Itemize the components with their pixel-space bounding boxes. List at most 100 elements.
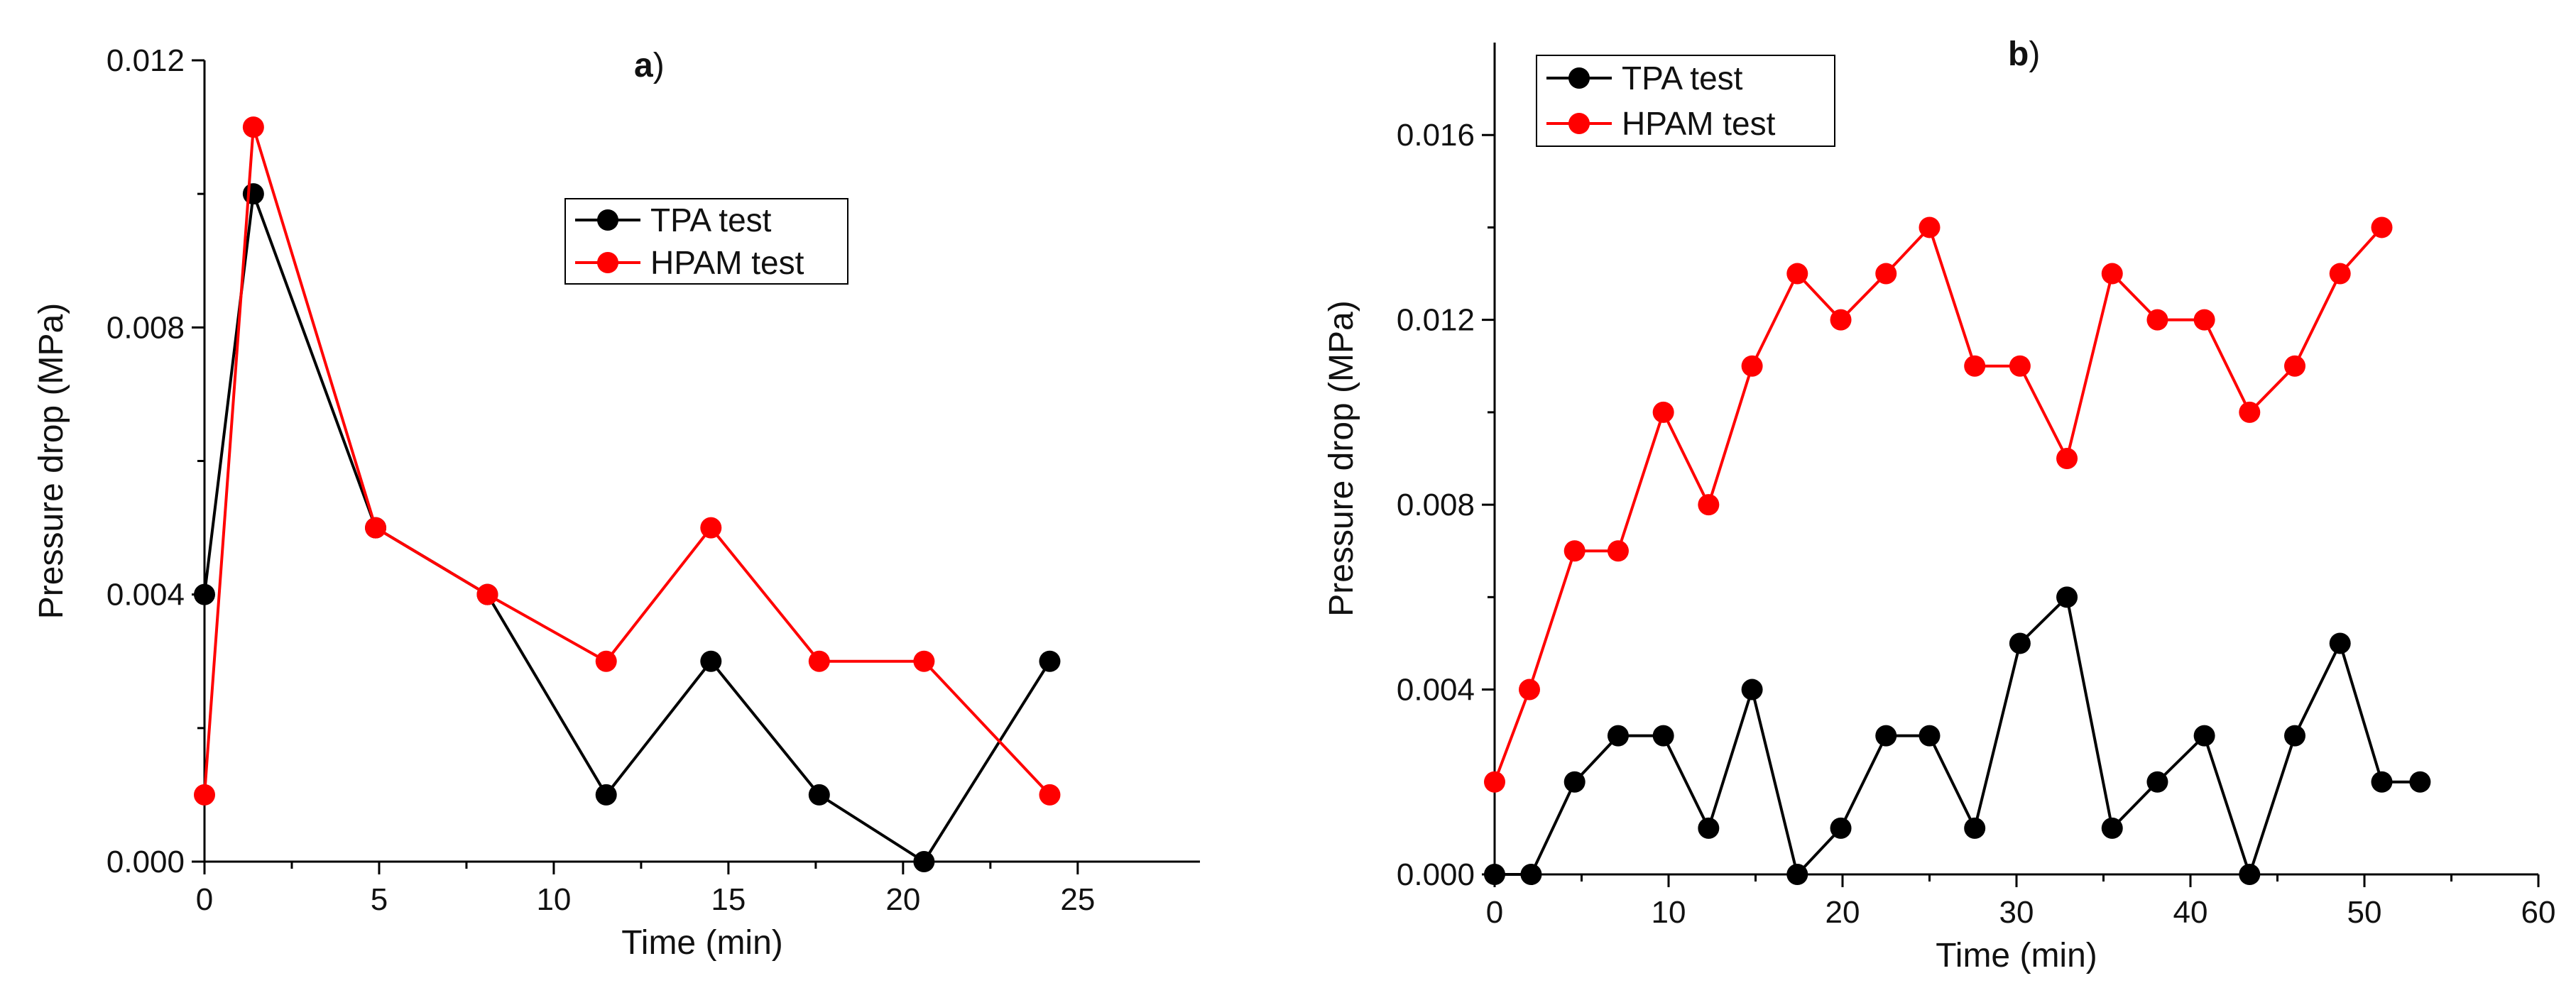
panel-a-series-hpam-point <box>1039 784 1061 806</box>
panel-a-x-tick-label: 0 <box>196 882 213 917</box>
panel-b-series-tpa-point <box>2056 586 2078 608</box>
panel-b-series-tpa-point <box>1607 725 1629 747</box>
panel-a-series-tpa-point <box>242 183 264 205</box>
panel-b-series-tpa-point <box>1484 864 1505 885</box>
panel-a-y-tick-label: 0.000 <box>107 845 185 879</box>
panel-b-series-hpam-point <box>1484 771 1505 793</box>
panel-a-series-tpa-point <box>1039 650 1061 672</box>
panel-b-series-hpam-point <box>1652 401 1674 423</box>
panel-b-series-tpa-point <box>2371 771 2393 793</box>
panel-a-y-tick-label: 0.008 <box>107 310 185 345</box>
panel-b-series-tpa-point <box>1964 817 1986 839</box>
panel-b-series-tpa-point <box>2329 632 2351 654</box>
panel-a-x-tick-label: 15 <box>711 882 746 917</box>
panel-b-series-tpa-point <box>1520 864 1542 885</box>
panel-a-series-tpa-point <box>808 784 830 806</box>
panel-b-series-hpam-point <box>1875 263 1897 285</box>
panel-a-title: a) <box>634 47 665 84</box>
panel-a-x-tick-label: 10 <box>536 882 571 917</box>
panel-a-series-hpam-point <box>194 784 215 806</box>
panel-b-x-tick-label: 60 <box>2521 895 2556 930</box>
panel-b-series-hpam-point <box>1919 216 1941 238</box>
panel-b-title: b) <box>2008 35 2040 73</box>
panel-b-series-hpam-point <box>2101 263 2123 285</box>
panel-b-series-tpa <box>1484 586 2431 885</box>
panel-a-series-tpa-point <box>194 583 215 605</box>
panel-b-y-tick-label: 0.004 <box>1397 673 1475 708</box>
panel-b-legend-label-hpam: HPAM test <box>1622 105 1776 142</box>
panel-b-x-tick-label: 10 <box>1652 895 1686 930</box>
panel-a-series-tpa-point <box>700 650 722 672</box>
panel-a-series-hpam-point <box>365 517 387 539</box>
panel-b-series-hpam-point <box>2056 448 2078 469</box>
panel-a-x-tick-label: 5 <box>371 882 388 917</box>
panel-b-series-hpam-point <box>2284 355 2305 377</box>
panel-b-legend-marker-tpa <box>1568 67 1590 89</box>
panel-a-series-tpa <box>194 183 1061 872</box>
panel-b-series-tpa-point <box>1741 679 1763 701</box>
panel-b-y-tick-label: 0.000 <box>1397 857 1475 892</box>
panel-b-series-tpa-point <box>2239 864 2261 885</box>
panel-b-series-hpam-point <box>2009 355 2031 377</box>
panel-b-series-tpa-point <box>2101 817 2123 839</box>
panel-b-series-tpa-line <box>1495 594 2421 879</box>
panel-a-series-hpam-point <box>913 650 935 672</box>
panel-b-y-tick-label: 0.016 <box>1397 118 1475 153</box>
panel-b-series-hpam-line <box>1493 224 2383 783</box>
panel-a-series-hpam-point <box>242 116 264 138</box>
panel-a-legend-marker-hpam <box>597 252 618 273</box>
panel-b-x-tick-label: 20 <box>1825 895 1860 930</box>
panel-a-series-tpa-point <box>595 784 617 806</box>
panel-a-legend-marker-tpa <box>597 209 618 231</box>
panel-b-y-tick-label: 0.008 <box>1397 488 1475 522</box>
panel-a-series-hpam <box>194 116 1061 806</box>
panel-b-legend: TPA test HPAM test <box>1536 55 1835 147</box>
panel-a-x-tick-label: 25 <box>1060 882 1095 917</box>
panel-b-series-hpam-point <box>2193 309 2215 331</box>
panel-b-series-hpam-point <box>1519 679 1540 701</box>
panel-b-series-tpa-point <box>1563 771 1586 793</box>
panel-b-series-hpam-point <box>2146 309 2168 331</box>
panel-b-series-hpam-point <box>1698 494 1720 516</box>
panel-b-series-hpam <box>1484 216 2393 793</box>
panel-b-series-tpa-point <box>2009 632 2031 654</box>
panel-a-legend: TPA test HPAM test <box>564 198 848 285</box>
panel-b-x-tick-label: 30 <box>1999 895 2034 930</box>
panel-a-series-hpam-point <box>476 583 498 605</box>
panel-a-y-tick-label: 0.004 <box>107 578 185 613</box>
panel-b-series-hpam-point <box>1741 355 1763 377</box>
panel-b-series-tpa-point <box>2284 725 2305 747</box>
panel-b-series-hpam-point <box>1786 263 1808 285</box>
panel-b-series-hpam-point <box>2239 401 2261 423</box>
panel-b-title-paren: ) <box>2029 35 2040 73</box>
panel-a-series-tpa-line <box>203 193 1052 864</box>
panel-b-x-axis-title: Time (min) <box>1936 937 2097 974</box>
panel-b: 0 10 20 30 40 50 60 0.000 0.004 0.008 0.012 0.016 Ti… <box>1323 35 2555 974</box>
panel-a-series-tpa-point <box>913 851 935 872</box>
panel-b-y-axis-title: Pressure drop (MPa) <box>1323 300 1360 616</box>
panel-b-series-tpa-point <box>1698 817 1720 839</box>
panel-a-legend-label-hpam: HPAM test <box>650 244 804 281</box>
panel-b-y-tick-label: 0.012 <box>1397 303 1475 338</box>
panel-b-legend-marker-hpam <box>1568 113 1590 134</box>
panel-b-x-tick-label: 50 <box>2347 895 2382 930</box>
panel-b-series-hpam-point <box>1964 355 1986 377</box>
panel-b-series-tpa-point <box>2409 771 2431 793</box>
panel-b-series-tpa-point <box>1786 864 1808 885</box>
panel-b-series-hpam-point <box>1607 540 1629 562</box>
panel-b-series-hpam-point <box>2329 263 2351 285</box>
panel-b-series-tpa-point <box>1919 725 1941 747</box>
panel-b-series-hpam-point <box>1830 309 1852 331</box>
panel-b-series-hpam-point <box>2371 216 2393 238</box>
panel-a-y-axis-title: Pressure drop (MPa) <box>33 303 70 619</box>
panel-a-series-hpam-point <box>595 650 617 672</box>
panel-a-series-hpam-point <box>808 650 830 672</box>
panel-a: 0 5 10 15 20 25 0.000 0.004 0.008 0.012 Time (min)… <box>33 43 1200 962</box>
panel-a-y-tick-label: 0.012 <box>107 43 185 78</box>
panel-b-series-tpa-point <box>1875 725 1897 747</box>
panel-b-legend-label-tpa: TPA test <box>1622 60 1743 97</box>
panel-b-series-tpa-point <box>2146 771 2168 793</box>
panel-a-x-tick-label: 20 <box>885 882 920 917</box>
panel-a-x-axis-title: Time (min) <box>621 924 783 962</box>
